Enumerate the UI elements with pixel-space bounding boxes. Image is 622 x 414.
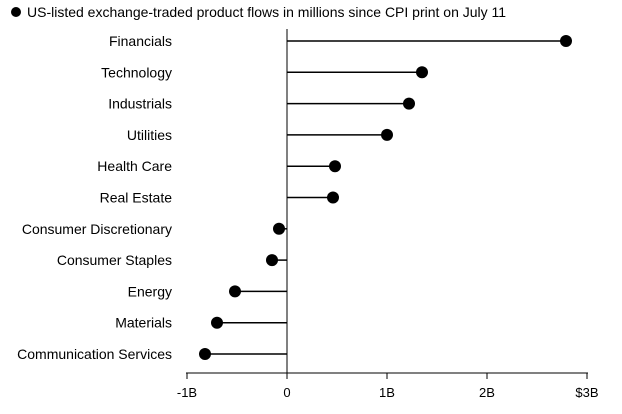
row-materials: Materials xyxy=(115,315,287,331)
lollipop-dot xyxy=(199,348,211,360)
category-label: Consumer Staples xyxy=(57,252,172,268)
row-consumer-staples: Consumer Staples xyxy=(57,252,287,268)
row-industrials: Industrials xyxy=(108,96,415,112)
legend: US-listed exchange-traded product flows … xyxy=(11,4,506,20)
lollipop-dot xyxy=(211,316,223,329)
lollipop-dot xyxy=(560,35,572,47)
lollipop-dot xyxy=(273,222,285,235)
category-label: Materials xyxy=(115,315,172,331)
x-tick-label: 0 xyxy=(283,385,290,400)
category-label: Energy xyxy=(128,283,172,299)
plot-area: Financials Technology Industrials Utilities… xyxy=(17,29,572,373)
x-tick-label: 1B xyxy=(379,385,395,400)
x-tick-label: 2B xyxy=(479,385,495,400)
category-label: Utilities xyxy=(127,127,172,143)
category-label: Communication Services xyxy=(17,346,172,362)
lollipop-dot xyxy=(403,97,415,110)
category-label: Health Care xyxy=(97,158,172,174)
legend-marker xyxy=(11,7,21,17)
category-label: Technology xyxy=(101,64,172,80)
lollipop-dot xyxy=(381,128,393,141)
category-label: Real Estate xyxy=(100,190,173,206)
category-label: Consumer Discretionary xyxy=(22,221,172,237)
row-utilities: Utilities xyxy=(127,127,393,143)
lollipop-dot xyxy=(266,254,278,267)
row-communication-services: Communication Services xyxy=(17,346,287,362)
lollipop-dot xyxy=(327,191,339,204)
row-technology: Technology xyxy=(101,64,428,80)
row-financials: Financials xyxy=(109,33,572,49)
lollipop-dot xyxy=(229,285,241,298)
row-energy: Energy xyxy=(128,283,287,299)
lollipop-dot xyxy=(329,160,341,173)
row-health-care: Health Care xyxy=(97,158,341,174)
category-label: Industrials xyxy=(108,96,172,112)
row-real-estate: Real Estate xyxy=(100,190,339,206)
x-tick-label: $3B xyxy=(575,385,598,400)
x-axis: -1B 0 1B 2B $3B xyxy=(177,372,599,400)
legend-label: US-listed exchange-traded product flows … xyxy=(27,4,506,20)
row-consumer-discretionary: Consumer Discretionary xyxy=(22,221,287,237)
category-label: Financials xyxy=(109,33,172,49)
x-tick-label: -1B xyxy=(177,385,197,400)
lollipop-dot xyxy=(416,66,428,79)
